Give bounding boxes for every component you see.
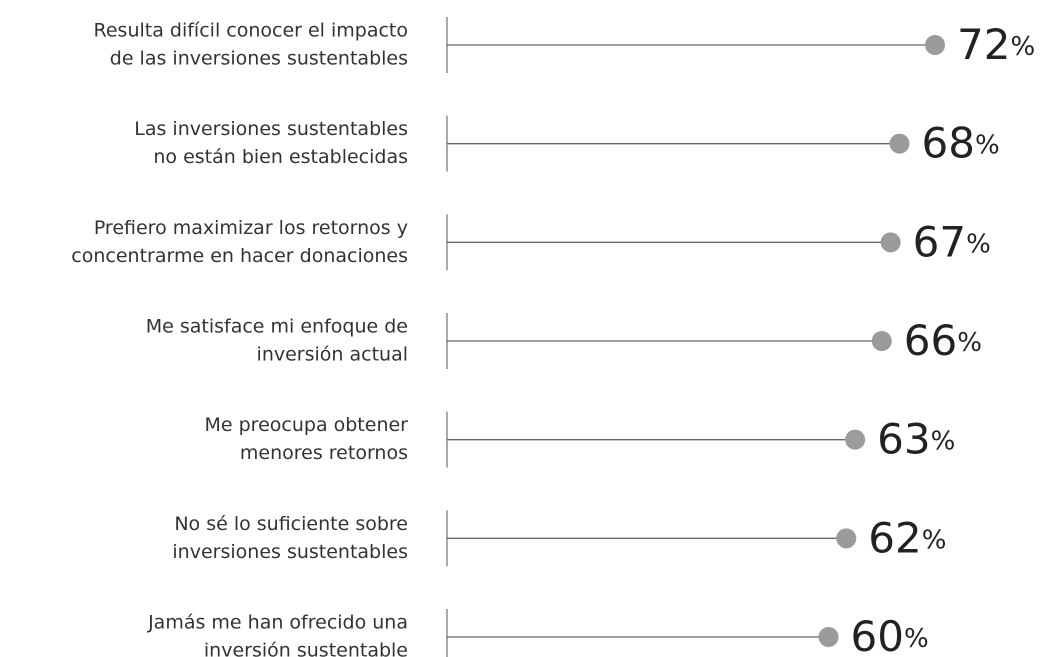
category-label: Me preocupa obtener bbox=[205, 414, 409, 436]
category-label: Las inversiones sustentables bbox=[134, 118, 408, 140]
category-label: menores retornos bbox=[240, 442, 408, 464]
category-label: Jamás me han ofrecido una bbox=[147, 612, 408, 634]
category-label: de las inversiones sustentables bbox=[110, 48, 408, 70]
dot bbox=[880, 232, 901, 253]
category-label: concentrarme en hacer donaciones bbox=[71, 245, 408, 267]
value-label: 68% bbox=[922, 118, 1000, 167]
dot bbox=[836, 528, 857, 549]
value-label: 60% bbox=[851, 612, 929, 657]
category-label: Resulta difícil conocer el impacto bbox=[94, 20, 408, 42]
dot bbox=[845, 429, 866, 450]
dot bbox=[818, 627, 839, 647]
value-label: 72% bbox=[957, 20, 1035, 69]
category-label: no están bien establecidas bbox=[153, 146, 408, 168]
value-label: 63% bbox=[877, 414, 955, 463]
category-label: inversiones sustentables bbox=[172, 541, 408, 563]
category-label: No sé lo suficiente sobre bbox=[174, 513, 408, 535]
dot bbox=[889, 133, 910, 154]
value-label: 67% bbox=[913, 217, 991, 266]
category-label: inversión actual bbox=[257, 344, 408, 366]
value-label: 62% bbox=[868, 513, 946, 562]
category-label: Prefiero maximizar los retornos y bbox=[94, 217, 408, 239]
category-label: inversión sustentable bbox=[204, 640, 408, 657]
category-label: Me satisface mi enfoque de bbox=[146, 316, 408, 338]
value-label: 66% bbox=[904, 316, 982, 365]
dot bbox=[925, 35, 946, 55]
dot bbox=[871, 331, 892, 351]
